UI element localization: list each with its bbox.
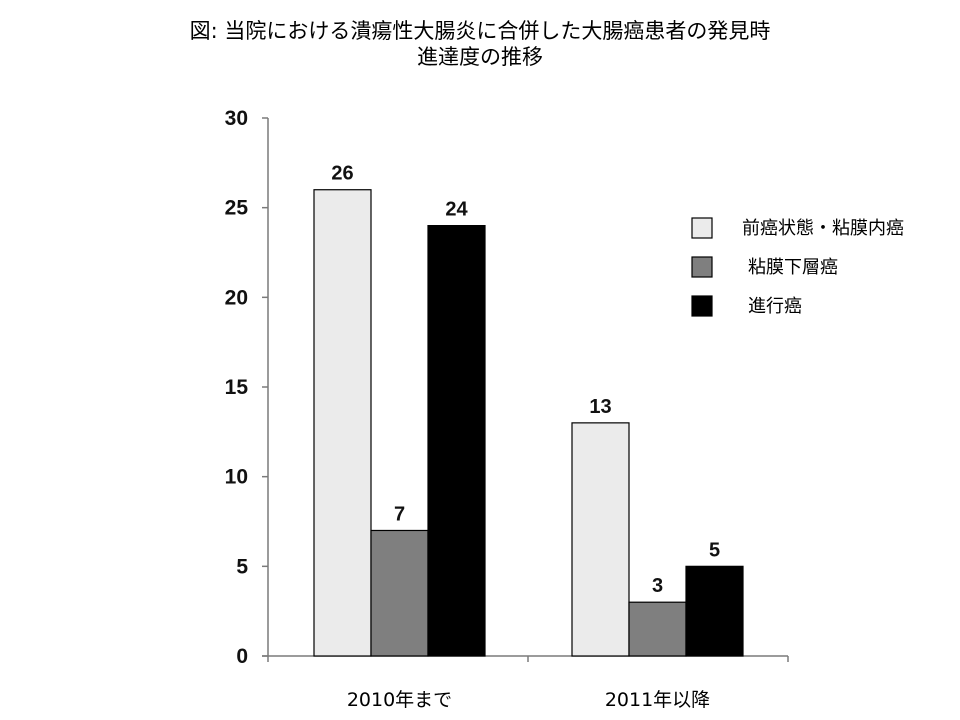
- bar-1-1: [313, 189, 372, 657]
- data-label: 7: [394, 503, 405, 525]
- bar-2-3: [685, 565, 744, 657]
- y-axis-ticks: 0 5 10 15 20 25 30: [225, 107, 789, 668]
- y-tick-label: 15: [225, 376, 249, 399]
- y-tick-label: 25: [225, 197, 249, 220]
- legend-label: 粘膜下層癌: [748, 257, 838, 278]
- bar-1-3: [427, 225, 486, 657]
- category-label: 2011年以降: [605, 689, 710, 711]
- legend-swatch: [691, 256, 713, 278]
- data-label: 3: [652, 575, 663, 597]
- y-tick-label: 30: [225, 107, 248, 130]
- y-tick-label: 20: [225, 286, 248, 309]
- bar-1-2: [370, 529, 429, 657]
- legend-label: 前癌状態・粘膜内癌: [742, 218, 904, 239]
- data-label: 5: [709, 539, 720, 561]
- category-labels: 2010年まで 2011年以降: [347, 689, 710, 711]
- chart-title-line-2: 進達度の推移: [417, 45, 543, 69]
- chart-title-line-1: 図: 当院における潰瘍性大腸炎に合併した大腸癌患者の発見時: [189, 19, 771, 43]
- y-tick-label: 0: [236, 645, 248, 668]
- legend-swatch: [691, 217, 713, 239]
- data-label: 26: [331, 163, 353, 185]
- category-label: 2010年まで: [347, 689, 452, 711]
- legend-label: 進行癌: [748, 296, 802, 317]
- y-tick-label: 10: [225, 466, 248, 489]
- data-label: 13: [589, 396, 611, 418]
- bar-2-1: [571, 422, 630, 657]
- bars: 26 7 24 13 3 5: [313, 163, 744, 657]
- data-label: 24: [445, 199, 468, 221]
- legend-swatch: [691, 295, 713, 317]
- bar-2-2: [628, 601, 687, 657]
- y-tick-label: 5: [236, 555, 248, 578]
